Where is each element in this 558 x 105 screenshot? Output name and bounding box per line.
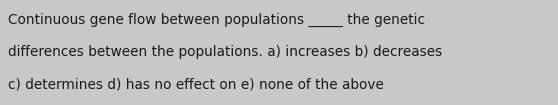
Text: c) determines d) has no effect on e) none of the above: c) determines d) has no effect on e) non… bbox=[8, 78, 384, 92]
Text: Continuous gene flow between populations _____ the genetic: Continuous gene flow between populations… bbox=[8, 13, 425, 27]
Text: differences between the populations. a) increases b) decreases: differences between the populations. a) … bbox=[8, 45, 442, 59]
